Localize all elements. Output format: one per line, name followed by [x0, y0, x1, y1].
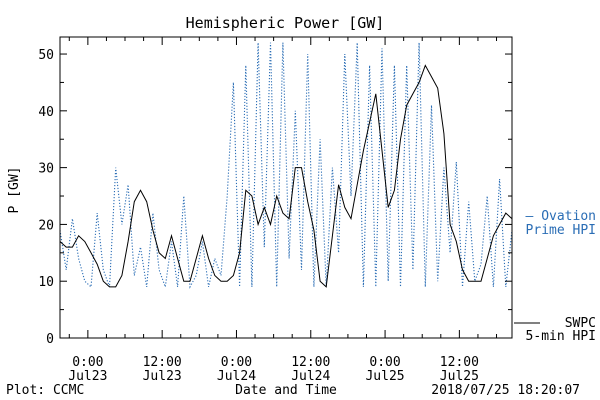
x-tick-time-label: 12:00	[143, 355, 182, 370]
x-tick-time-label: 12:00	[440, 355, 479, 370]
x-tick-date-label: Jul25	[365, 369, 404, 384]
x-tick-date-label: Jul23	[143, 369, 182, 384]
y-tick-label: 50	[38, 48, 54, 63]
chart-title: Hemispheric Power [GW]	[186, 14, 385, 32]
legend-swpc-line1: SWPC	[565, 316, 596, 331]
y-tick-label: 40	[38, 105, 54, 120]
x-tick-time-label: 12:00	[291, 355, 330, 370]
legend-swpc-line2: 5-min HPI	[526, 329, 596, 344]
y-tick-label: 0	[46, 332, 54, 347]
series-line-0	[59, 64, 513, 288]
y-tick-label: 10	[38, 275, 54, 290]
x-tick-date-label: Jul24	[217, 369, 256, 384]
legend: — Ovation Prime HPI SWPC 5-min HPI	[514, 209, 596, 344]
x-tick-time-label: 0:00	[72, 355, 103, 370]
series-layer	[59, 42, 513, 289]
x-tick-date-label: Jul23	[68, 369, 107, 384]
plot-frame	[59, 36, 513, 339]
x-tick-time-label: 0:00	[221, 355, 252, 370]
x-axis-label: Date and Time	[235, 383, 337, 398]
y-axis-label: P [GW]	[7, 167, 22, 214]
y-axis: 0 10 20 30 40 50	[38, 48, 512, 347]
legend-ovation-line2: Prime HPI	[526, 223, 596, 238]
plot-timestamp: 2018/07/25 18:20:07	[431, 383, 580, 398]
y-tick-label: 30	[38, 162, 54, 177]
x-tick-date-label: Jul25	[440, 369, 479, 384]
x-axis: 0:00Jul2312:00Jul230:00Jul2412:00Jul240:…	[68, 37, 498, 384]
plot-credit: Plot: CCMC	[6, 383, 84, 398]
y-tick-label: 20	[38, 218, 54, 233]
x-tick-date-label: Jul24	[291, 369, 330, 384]
series-line-1	[59, 42, 513, 289]
legend-ovation-line1: — Ovation	[526, 209, 596, 224]
x-tick-time-label: 0:00	[369, 355, 400, 370]
